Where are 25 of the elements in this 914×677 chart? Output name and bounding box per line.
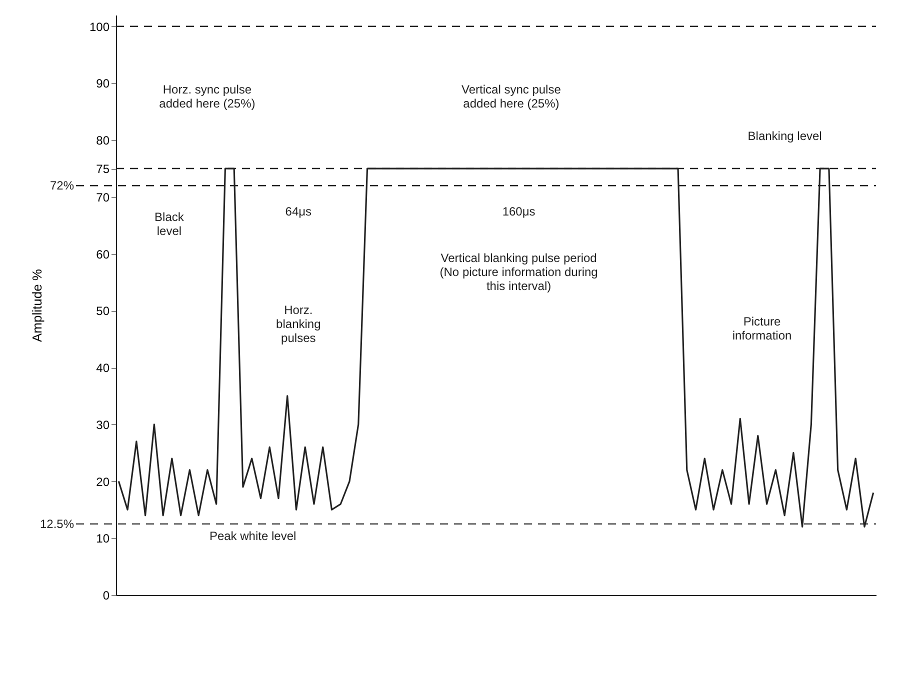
annotation: Horz. blanking pulses: [276, 303, 321, 345]
annotation: 160μs: [502, 204, 536, 218]
y-tick-label: 80: [96, 134, 110, 148]
annotation: Vertical blanking pulse period (No picture information during this interval): [440, 250, 598, 293]
y-tick-label: 50: [96, 304, 110, 318]
annotation: Vertical sync pulse added here (25%): [462, 82, 562, 111]
y-tick-label: 40: [96, 361, 110, 376]
y-tick-label: 70: [96, 190, 110, 204]
annotation: Peak white level: [209, 529, 296, 544]
annotation: Black level: [154, 210, 185, 238]
y-tick-label: 60: [96, 247, 110, 262]
y-tick-label: 90: [96, 76, 110, 91]
ref-line-label: 12.5%: [40, 516, 74, 531]
annotation: Picture information: [732, 314, 792, 343]
annotation: 64μs: [285, 204, 312, 218]
annotation: Horz. sync pulse added here (25%): [159, 82, 256, 111]
y-tick-label: 20: [96, 474, 110, 489]
y-tick-label: 0: [102, 588, 110, 602]
y-tick-label: 75: [96, 162, 110, 176]
y-tick-label: 10: [96, 532, 110, 546]
annotation: Blanking level: [748, 129, 822, 143]
y-tick-label: 30: [96, 418, 110, 432]
y-tick-label: 100: [89, 20, 110, 34]
y-axis-title: Amplitude %: [29, 268, 44, 342]
ref-line-label: 72%: [50, 178, 74, 193]
